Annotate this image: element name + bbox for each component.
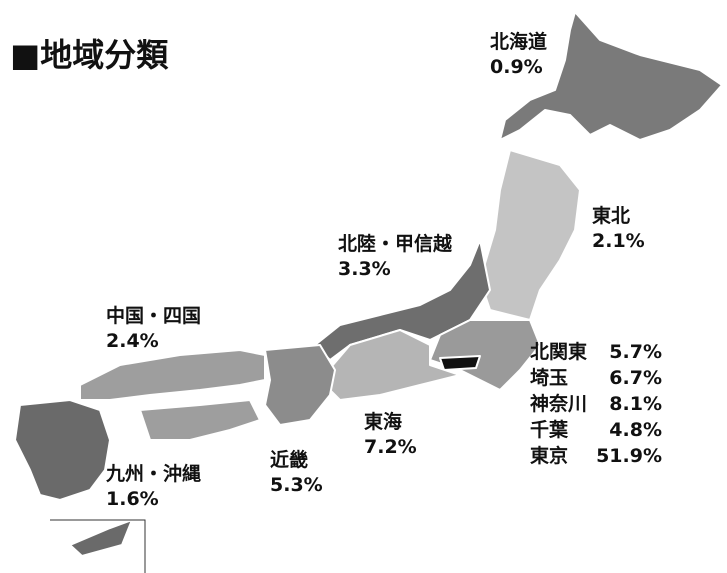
tokyo [439,355,481,371]
okinawa-frame [50,519,146,573]
japan-map [14,11,723,573]
region-share: 6.7% [609,367,662,389]
region-name: 東海 [364,410,402,433]
region-share: 5.3% [270,474,323,496]
region-share: 51.9% [596,445,662,467]
region-share: 5.7% [609,341,662,363]
region-share: 4.8% [609,419,662,441]
region-name: 東京 [530,444,568,467]
region-name: 中国・四国 [106,304,201,327]
title: ■地域分類 [10,36,169,74]
region-labels: 北海道 0.9% 東北 2.1% 北陸・甲信越 3.3% 中国・四国 2.4% 近畿 5.3% 東海… [105,30,662,510]
region-share: 3.3% [338,258,391,280]
tohoku [479,149,581,321]
region-share: 8.1% [609,393,662,415]
chugoku [79,349,266,401]
okinawa [69,519,133,557]
shikoku [139,399,261,441]
region-share: 7.2% [364,436,417,458]
region-name: 北海道 [490,30,547,53]
region-name: 北陸・甲信越 [338,232,453,255]
region-name: 神奈川 [530,392,587,415]
region-name: 東北 [592,204,630,227]
region-share: 1.6% [106,488,159,510]
region-name: 近畿 [270,448,308,471]
kanto [429,319,541,391]
hokkaido [499,11,723,141]
region-share: 2.1% [592,230,645,252]
region-name: 北関東 [530,340,587,363]
kyushu [14,399,111,501]
kinki [264,344,336,426]
region-name: 九州・沖縄 [105,462,201,485]
region-name: 埼玉 [530,366,568,389]
region-share: 0.9% [490,56,543,78]
region-name: 千葉 [530,419,569,441]
region-share: 2.4% [106,330,159,352]
